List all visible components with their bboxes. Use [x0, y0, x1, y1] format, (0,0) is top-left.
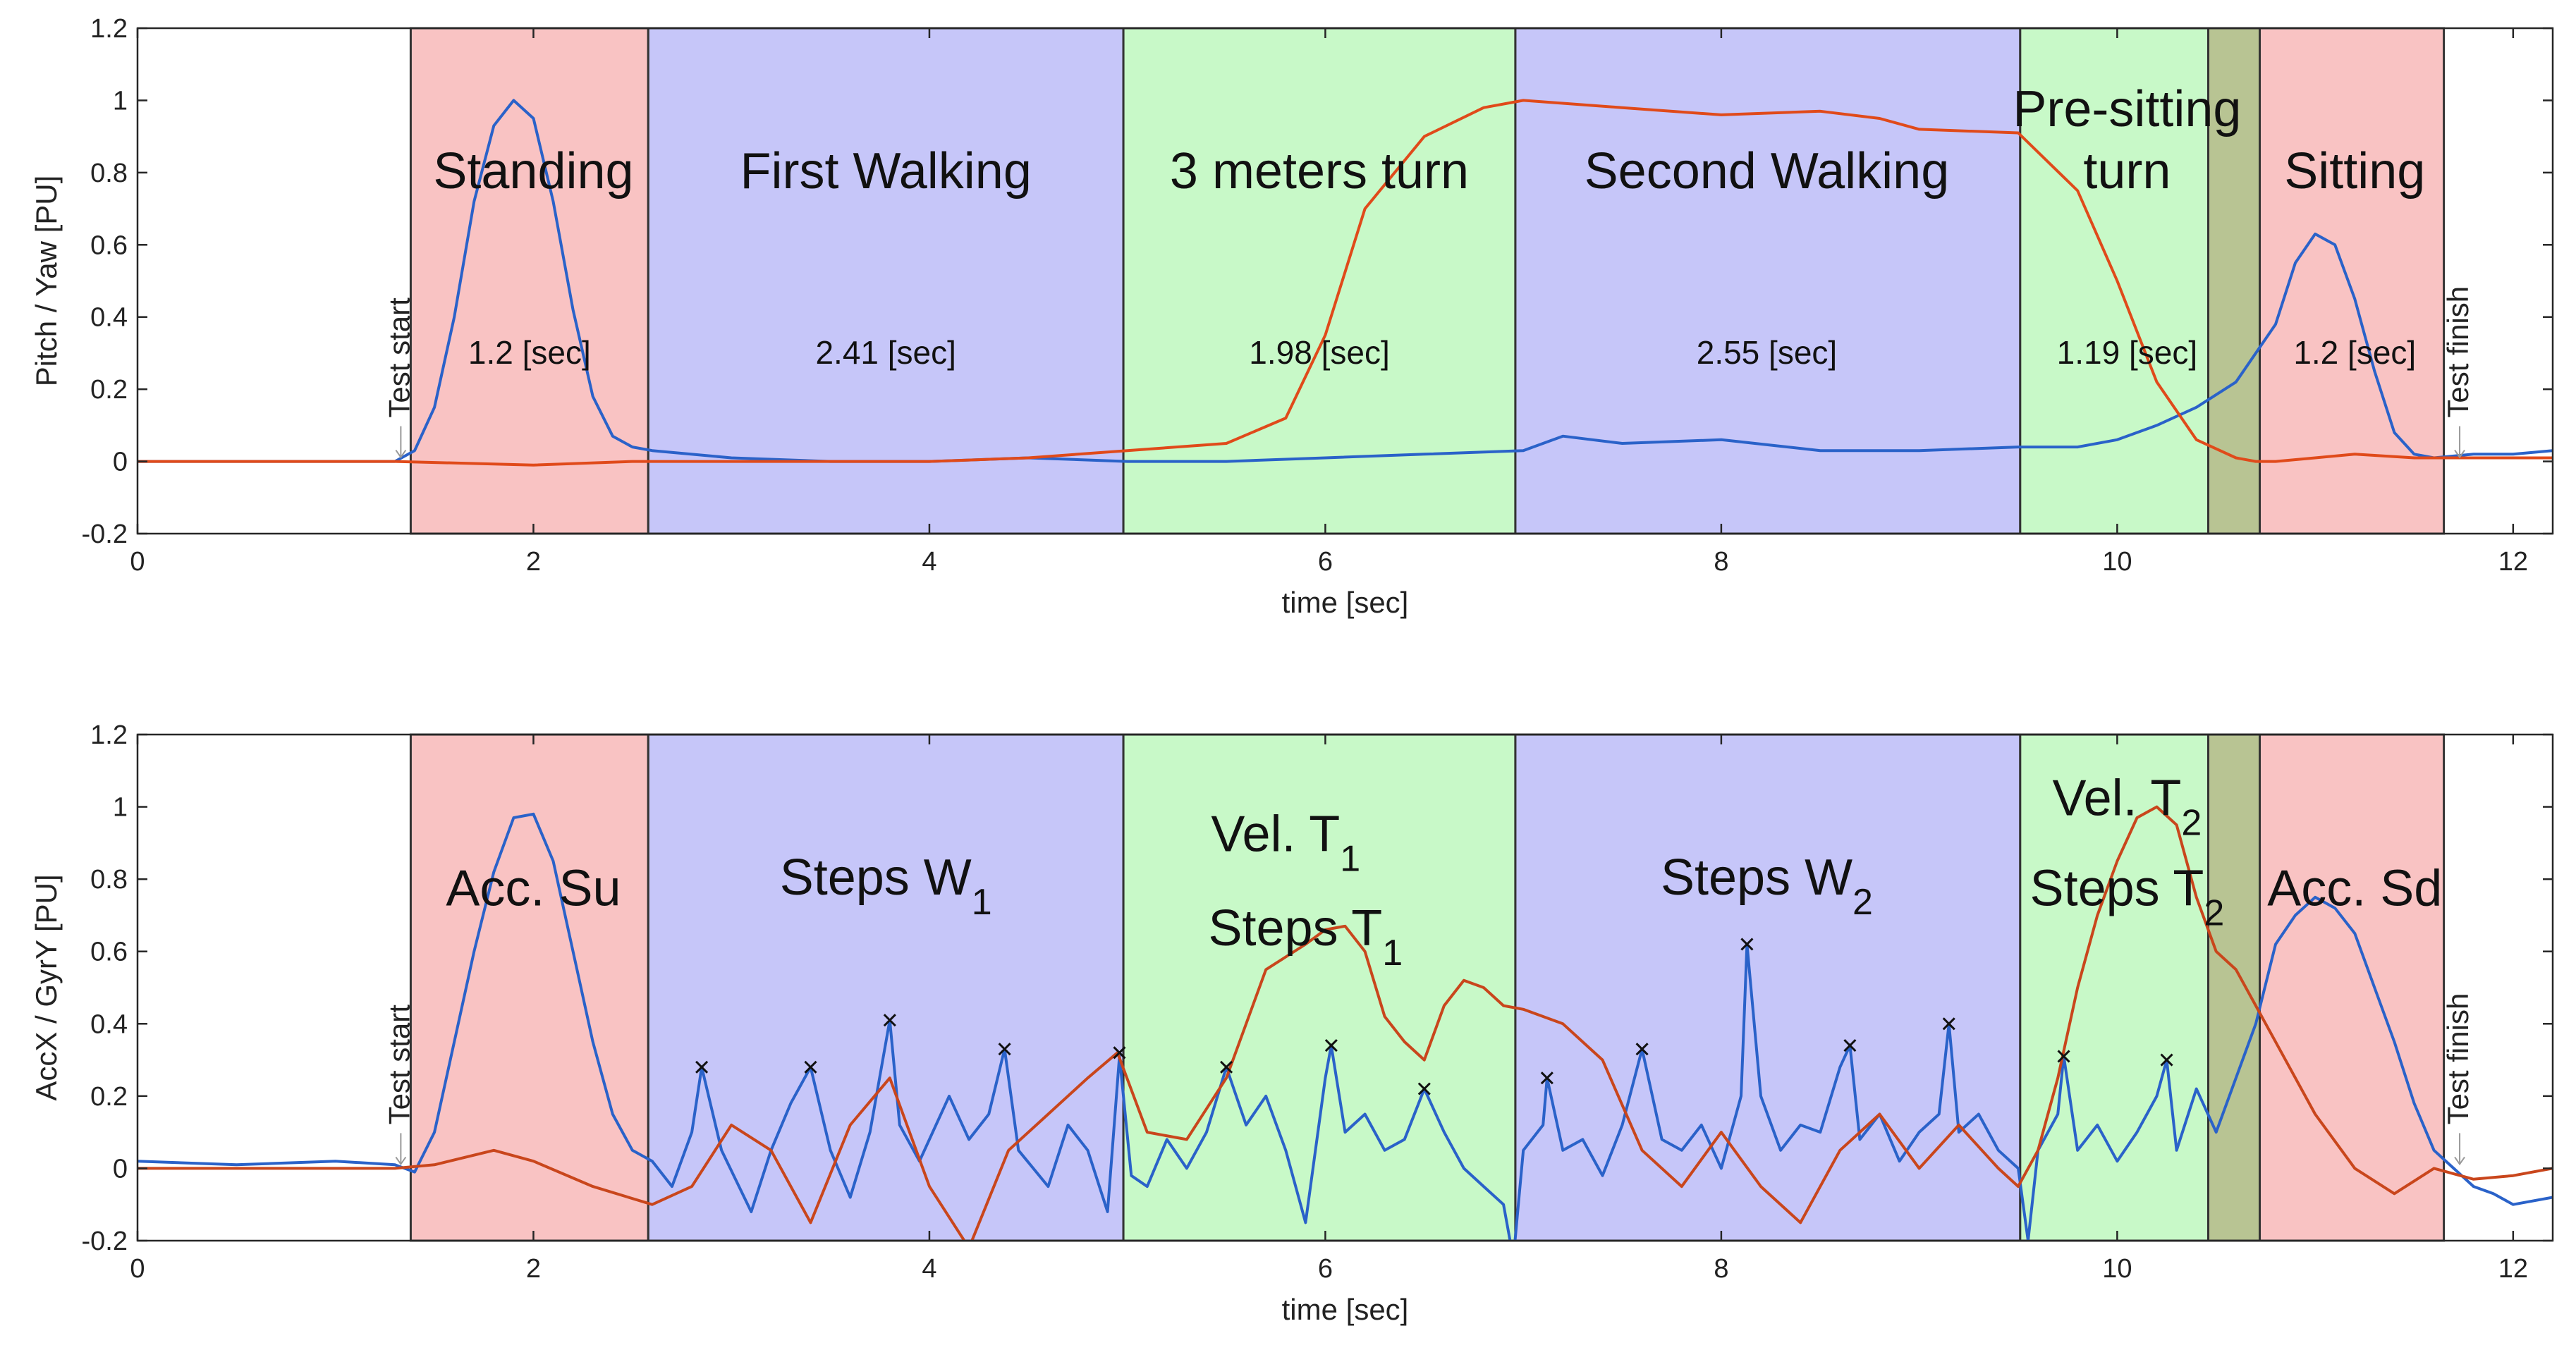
x-tick-label: 8 [1714, 1254, 1728, 1284]
y-tick-label: 1.2 [90, 14, 128, 44]
region-label-pre-sitting-turn: turn [2083, 143, 2171, 199]
region-first-walking [647, 27, 1125, 535]
x-tick-label: 12 [2498, 1254, 2528, 1284]
series-accx-line [138, 812, 2553, 1241]
y-tick-label: 0.6 [90, 231, 128, 260]
region-label-steps-w2: Steps W2 [1661, 849, 1873, 923]
step-peak-marker [883, 1014, 896, 1027]
y-tick-label: 1.2 [90, 720, 128, 750]
marker-label-test-finish: Test finish [2441, 993, 2474, 1125]
y-tick-label: 1 [113, 793, 128, 823]
x-tick-label: 4 [922, 1254, 936, 1284]
marker-label-test-start: Test start [382, 297, 415, 418]
step-peak-marker [2057, 1050, 2070, 1063]
y-tick-label: 0.2 [90, 1082, 128, 1112]
annotation-steps-t2: Steps T2 [2030, 861, 2225, 934]
duration-label-second-walking: 2.55 [sec] [1697, 334, 1837, 371]
x-tick-label: 6 [1318, 547, 1333, 577]
region-standing [409, 27, 649, 535]
marker-test-finish: Test finish [2441, 993, 2474, 1166]
annotation-steps-t1: Steps T1 [1208, 900, 1403, 974]
x-tick-label: 2 [526, 547, 541, 577]
x-axis-label: time [sec] [1282, 586, 1409, 619]
y-tick-label: -0.2 [82, 520, 128, 549]
x-tick-label: 8 [1714, 547, 1728, 577]
annotation-vel-t2: Vel. T2 [2053, 770, 2202, 843]
region-acc-su [409, 733, 649, 1242]
y-tick-label: 0.8 [90, 159, 128, 188]
marker-test-start: Test start [382, 1005, 415, 1166]
region-steps-w1 [647, 733, 1125, 1242]
x-tick-label: 0 [130, 547, 145, 577]
x-tick-label: 10 [2102, 547, 2132, 577]
region-label-standing: Standing [433, 143, 633, 199]
duration-label-three-meters-turn: 1.98 [sec] [1249, 334, 1389, 371]
y-tick-label: -0.2 [82, 1227, 128, 1256]
region-overlap [2207, 733, 2261, 1242]
series-gyry-line [138, 805, 2553, 1241]
y-tick-label: 0.8 [90, 865, 128, 895]
series-yaw-line [138, 99, 2553, 467]
marker-test-finish: Test finish [2441, 286, 2474, 459]
duration-label-pre-sitting-turn: 1.19 [sec] [2057, 334, 2197, 371]
region-steps-w2 [1514, 733, 2022, 1242]
x-tick-label: 2 [526, 1254, 541, 1284]
annotation-vel-t1: Vel. T1 [1211, 806, 1360, 880]
duration-label-sitting: 1.2 [sec] [2293, 334, 2416, 371]
x-tick-label: 10 [2102, 1254, 2132, 1284]
axes-frame [136, 733, 2554, 1242]
region-label-sitting: Sitting [2284, 143, 2425, 199]
marker-label-test-finish: Test finish [2441, 286, 2474, 418]
step-peak-marker [1843, 1038, 1857, 1052]
bottom-chart: Acc. Su Steps W1 Steps W2 Acc. Sd Vel. T1 Ste… [30, 720, 2554, 1326]
y-tick-label: 0.4 [90, 303, 128, 333]
y-tick-label: 0.4 [90, 1009, 128, 1039]
step-peak-marker [2160, 1053, 2173, 1067]
region-acc-sd [2259, 733, 2446, 1242]
y-tick-label: 1 [113, 86, 128, 116]
y-tick-label: 0 [113, 1154, 128, 1184]
region-label-second-walking: Second Walking [1585, 143, 1950, 199]
region-label-pre-sitting-turn: Pre-sitting [2013, 81, 2241, 137]
top-chart: Standing 1.2 [sec] First Walking 2.41 [sec]… [30, 14, 2554, 619]
x-tick-label: 0 [130, 1254, 145, 1284]
duration-label-standing: 1.2 [sec] [468, 334, 591, 371]
y-tick-label: 0.6 [90, 938, 128, 967]
x-tick-label: 4 [922, 547, 936, 577]
y-axis-label: AccX / GyrY [PU] [30, 874, 63, 1100]
duration-label-first-walking: 2.41 [sec] [815, 334, 956, 371]
region-label-acc-su: Acc. Su [446, 861, 621, 917]
step-peak-marker [1635, 1043, 1649, 1056]
y-tick-label: 0 [113, 448, 128, 477]
step-peak-marker [695, 1060, 709, 1074]
step-peak-marker [804, 1060, 817, 1074]
region-vel-steps-t1 [1122, 733, 1517, 1242]
step-peak-marker [1113, 1046, 1126, 1060]
x-tick-label: 6 [1318, 1254, 1333, 1284]
step-peak-marker [1740, 938, 1754, 951]
step-peak-marker [1324, 1038, 1338, 1052]
region-label-steps-w1: Steps W1 [780, 849, 992, 923]
marker-label-test-start: Test start [382, 1005, 415, 1125]
marker-test-start: Test start [382, 297, 415, 459]
y-tick-label: 0.2 [90, 375, 128, 405]
step-peak-marker [1942, 1017, 1955, 1031]
step-peak-marker [1540, 1072, 1553, 1085]
region-label-acc-sd: Acc. Sd [2267, 861, 2442, 917]
step-peak-marker [1219, 1060, 1233, 1074]
x-tick-label: 12 [2498, 547, 2528, 577]
step-peak-marker [1417, 1082, 1431, 1095]
y-axis-label: Pitch / Yaw [PU] [30, 176, 63, 387]
step-peak-marker [998, 1043, 1011, 1056]
region-label-first-walking: First Walking [740, 143, 1032, 199]
x-axis-label: time [sec] [1282, 1293, 1409, 1326]
series-pitch-line [138, 99, 2553, 463]
axes-frame [136, 27, 2554, 535]
region-label-three-meters-turn: 3 meters turn [1170, 143, 1469, 199]
